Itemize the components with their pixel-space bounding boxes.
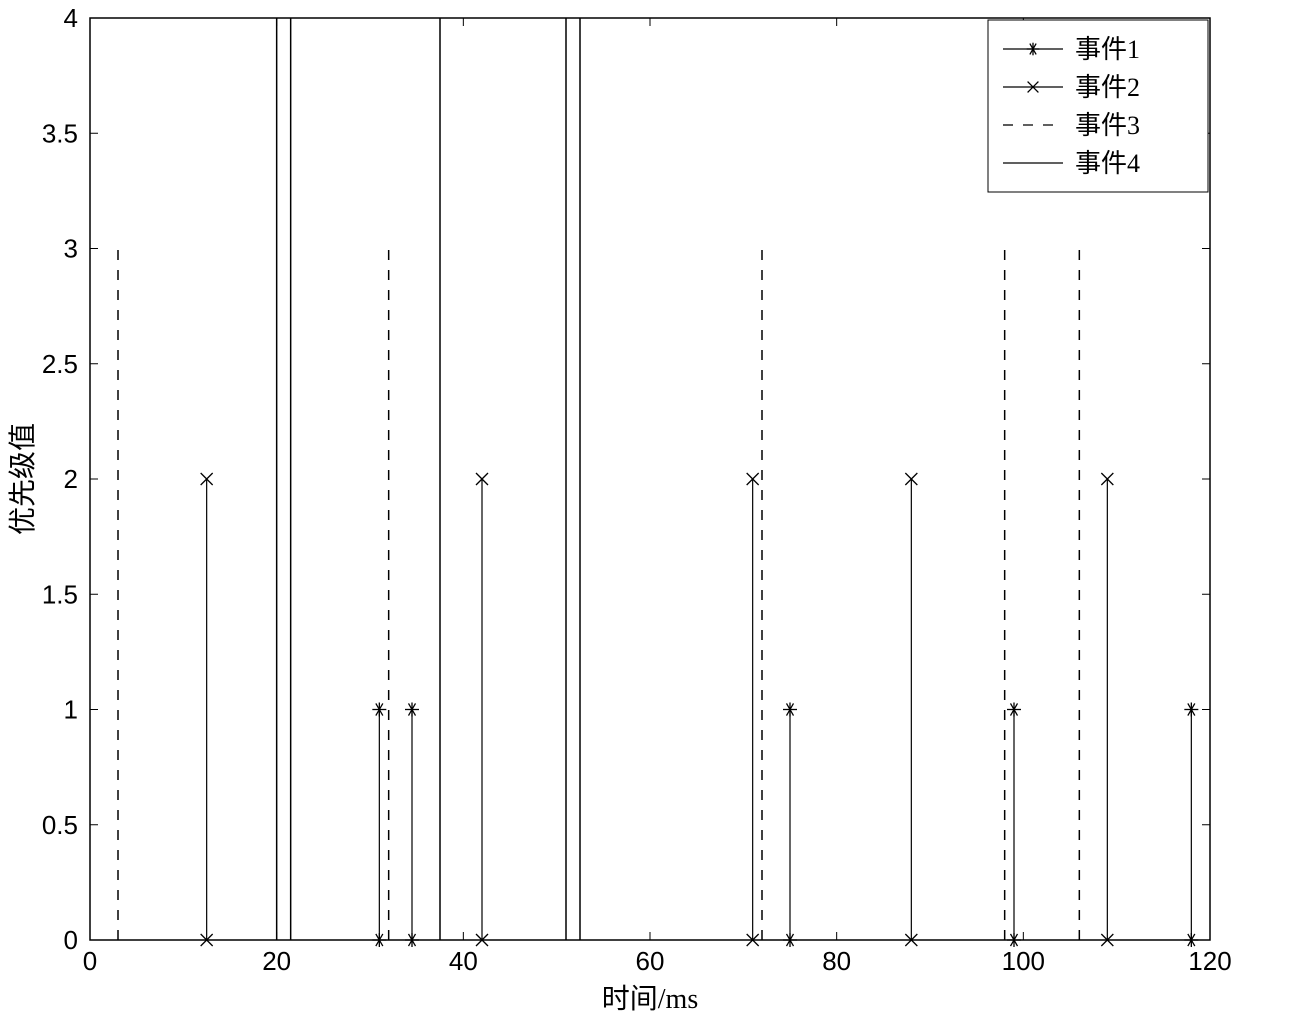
y-tick-label: 3.5	[42, 118, 78, 148]
chart-container: 0 20 40 60 80 100 120 0 0.5 1 1.5 2 2.5 3 3.5 4 时间/ms 优先级…	[0, 0, 1312, 1024]
stem-chart: 0 20 40 60 80 100 120 0 0.5 1 1.5 2 2.5 3 3.5 4 时间/ms 优先级…	[0, 0, 1312, 1024]
legend-label: 事件2	[1075, 73, 1140, 102]
legend-label: 事件3	[1075, 111, 1140, 140]
x-tick-label: 80	[822, 946, 851, 976]
y-tick-label: 2	[64, 464, 78, 494]
x-tick-label: 20	[262, 946, 291, 976]
y-tick-label: 1.5	[42, 579, 78, 609]
x-tick-label: 100	[1002, 946, 1045, 976]
y-tick-label: 2.5	[42, 349, 78, 379]
legend: 事件1 事件2 事件3 事件4	[988, 20, 1208, 192]
legend-label: 事件1	[1075, 35, 1140, 64]
y-tick-label: 4	[64, 3, 78, 33]
x-axis-label: 时间/ms	[602, 983, 698, 1015]
x-tick-label: 0	[83, 946, 97, 976]
y-tick-label: 0.5	[42, 810, 78, 840]
x-tick-label: 120	[1188, 946, 1231, 976]
x-tick-label: 40	[449, 946, 478, 976]
legend-label: 事件4	[1075, 149, 1140, 178]
y-tick-label: 1	[64, 695, 78, 725]
y-axis-label: 优先级值	[7, 423, 39, 535]
y-tick-label: 0	[64, 925, 78, 955]
y-tick-label: 3	[64, 234, 78, 264]
x-tick-label: 60	[636, 946, 665, 976]
